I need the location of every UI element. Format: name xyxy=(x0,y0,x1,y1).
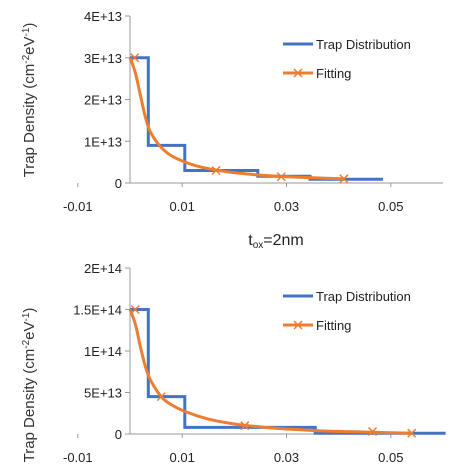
y-tick-label: 1E+13 xyxy=(84,134,122,149)
y-tick-label: 0 xyxy=(115,427,122,442)
x-tick-label: 0.01 xyxy=(170,199,195,214)
x-tick-label: 0.01 xyxy=(170,450,195,465)
legend-label-fitting: Fitting xyxy=(316,318,351,333)
y-tick-label: 2E+13 xyxy=(84,93,122,108)
fitting-marker xyxy=(276,172,286,182)
legend-label-fitting: Fitting xyxy=(316,66,351,81)
figure-caption: tox=2nm xyxy=(248,232,303,251)
y-tick-label: 1E+14 xyxy=(84,344,122,359)
chart-panel-top: 0 1E+13 2E+13 3E+13 4E+13 -0.01 0.01 0.03 0.05 Tr… xyxy=(21,9,443,214)
legend-label-distribution: Trap Distribution xyxy=(316,289,411,304)
legend-marker-fitting xyxy=(293,320,303,330)
x-tick-label: 0.03 xyxy=(274,450,299,465)
fitting-marker xyxy=(407,428,417,438)
fitting-marker xyxy=(368,426,378,437)
y-axis-label: Trap Density (cm-2eV-1) xyxy=(21,308,38,463)
x-tick-label: -0.01 xyxy=(63,199,93,214)
x-tick-label: 0.05 xyxy=(378,199,403,214)
series-fitting xyxy=(128,57,344,181)
fitting-marker xyxy=(339,174,349,184)
y-tick-label: 2E+14 xyxy=(84,261,122,276)
series-trap-distribution xyxy=(130,308,446,435)
y-tick-label: 3E+13 xyxy=(84,51,122,66)
y-tick-label: 5E+13 xyxy=(84,386,122,401)
chart-panel-bottom: 0 5E+13 1E+14 1.5E+14 2E+14 -0.01 0.01 0.03 0.05… xyxy=(21,261,446,465)
fitting-marker xyxy=(211,165,221,176)
x-tick-label: -0.01 xyxy=(63,450,93,465)
series-fitting xyxy=(128,308,412,435)
legend-label-distribution: Trap Distribution xyxy=(316,37,411,52)
fitting-marker xyxy=(156,392,166,402)
legend-marker-fitting xyxy=(293,68,303,78)
fitting-marker xyxy=(130,304,140,315)
y-tick-label: 0 xyxy=(115,176,122,191)
y-tick-label: 1.5E+14 xyxy=(73,303,122,318)
x-tick-label: 0.05 xyxy=(378,450,403,465)
x-tick-label: 0.03 xyxy=(274,199,299,214)
y-axis-label: Trap Density (cm-2eV-1) xyxy=(21,23,38,178)
fitting-marker xyxy=(240,421,250,431)
fitting-marker xyxy=(130,53,140,63)
y-tick-label: 4E+13 xyxy=(84,9,122,24)
